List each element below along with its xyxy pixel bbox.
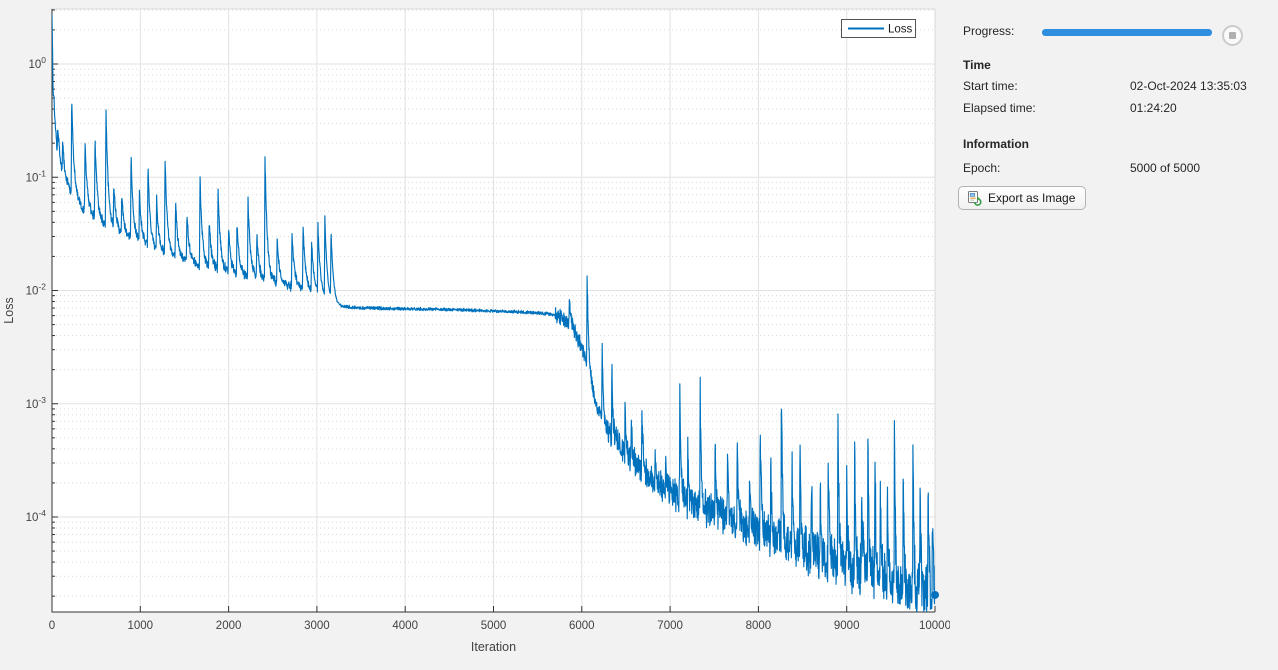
svg-text:3000: 3000 xyxy=(304,620,330,632)
svg-text:2000: 2000 xyxy=(216,620,242,632)
information-section-header: Information xyxy=(963,137,1029,151)
svg-text:8000: 8000 xyxy=(746,620,772,632)
svg-text:10-4: 10-4 xyxy=(26,508,47,524)
export-image-icon xyxy=(968,191,982,206)
x-tick-labels: 0 1000 2000 3000 4000 5000 6000 7000 8000 9000 100… xyxy=(49,620,951,632)
svg-text:10-1: 10-1 xyxy=(26,168,47,184)
progress-bar xyxy=(1042,29,1212,36)
y-axis-label: Loss xyxy=(2,297,16,323)
elapsed-time-value: 01:24:20 xyxy=(1130,101,1177,115)
svg-text:100: 100 xyxy=(28,55,46,71)
svg-text:4000: 4000 xyxy=(392,620,418,632)
epoch-label: Epoch: xyxy=(963,161,1001,175)
loss-chart-svg: 0 1000 2000 3000 4000 5000 6000 7000 8000 9000 100… xyxy=(2,8,951,654)
svg-text:1000: 1000 xyxy=(128,620,154,632)
svg-text:5000: 5000 xyxy=(481,620,507,632)
elapsed-time-label: Elapsed time: xyxy=(963,101,1036,115)
loss-line xyxy=(52,14,935,612)
epoch-value: 5000 of 5000 xyxy=(1130,161,1201,175)
svg-text:9000: 9000 xyxy=(834,620,860,632)
progress-bar-fill xyxy=(1042,29,1212,36)
svg-text:0: 0 xyxy=(49,620,55,632)
legend-label: Loss xyxy=(888,24,913,36)
svg-text:10-3: 10-3 xyxy=(26,395,47,411)
stop-button[interactable] xyxy=(1222,25,1243,46)
loss-chart: 0 1000 2000 3000 4000 5000 6000 7000 8000 9000 100… xyxy=(2,8,951,654)
legend: Loss xyxy=(841,19,916,38)
export-as-image-button[interactable]: Export as Image xyxy=(958,186,1087,210)
y-tick-labels: 100 10-1 10-2 10-3 10-4 xyxy=(26,55,47,524)
time-section-header: Time xyxy=(963,58,991,72)
svg-text:7000: 7000 xyxy=(657,620,683,632)
stop-icon xyxy=(1229,32,1236,39)
export-button-label: Export as Image xyxy=(988,191,1076,205)
training-info-panel: Progress: Time Start time: 02-Oct-2024 1… xyxy=(950,0,1278,665)
start-time-label: Start time: xyxy=(963,79,1018,93)
svg-text:10000: 10000 xyxy=(919,620,950,632)
axis-ticks xyxy=(51,9,936,612)
start-time-value: 02-Oct-2024 13:35:03 xyxy=(1130,79,1247,93)
x-axis-label: Iteration xyxy=(471,640,516,654)
svg-text:10-2: 10-2 xyxy=(26,282,47,298)
latest-value-marker xyxy=(931,590,939,599)
progress-label: Progress: xyxy=(963,24,1015,38)
svg-text:6000: 6000 xyxy=(569,620,595,632)
